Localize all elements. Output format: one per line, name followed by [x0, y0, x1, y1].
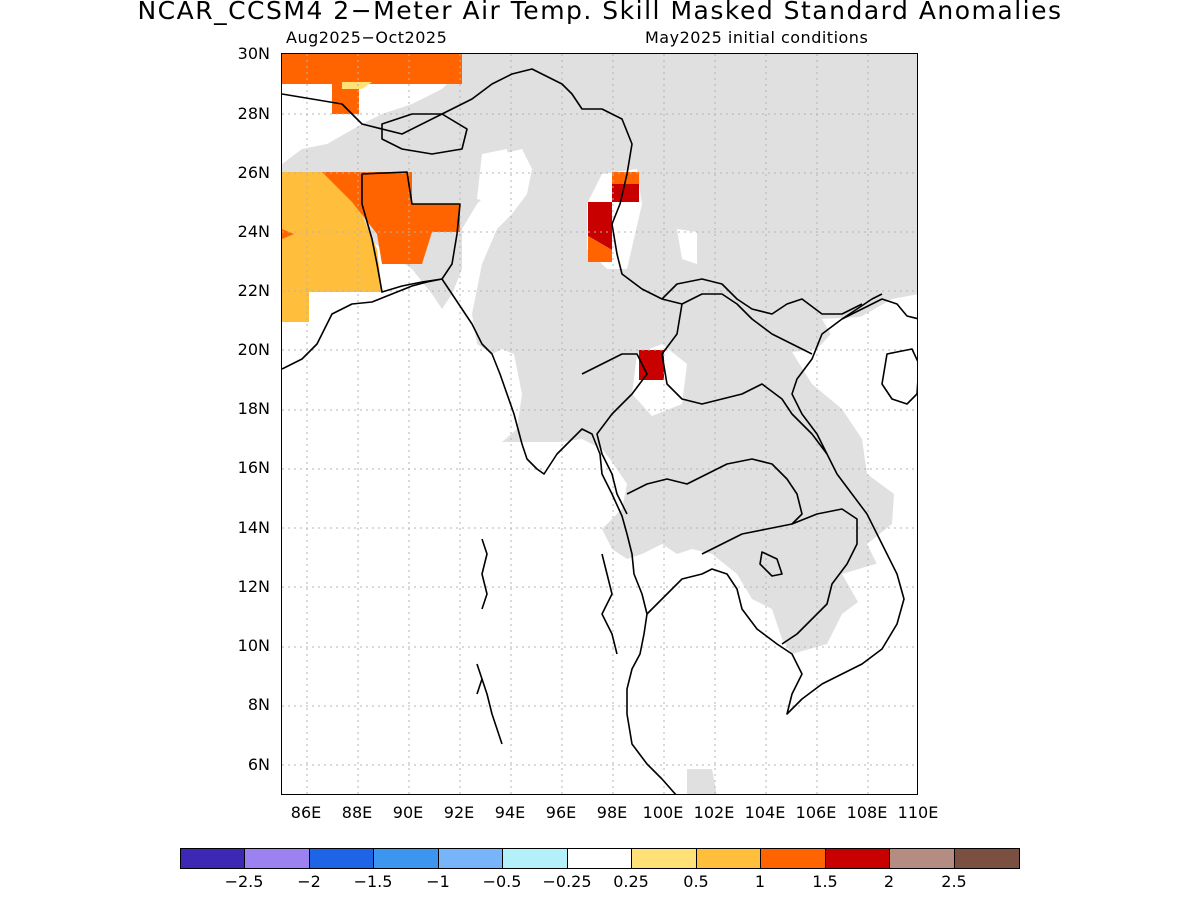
colorbar-cell: [631, 848, 697, 869]
anomaly-region-1.5-bd: [322, 172, 460, 264]
colorbar-label: −2.5: [224, 872, 264, 891]
lat-label-18n: 18N: [237, 399, 270, 418]
masked-region-grey: [282, 54, 917, 654]
anomaly-cell-1.5-edge: [282, 229, 294, 239]
lon-label-100e: 100E: [642, 803, 684, 822]
anomaly-cell-1.5-north: [282, 54, 462, 84]
anomaly-cell-2-yunnan-b: [588, 202, 612, 250]
coast-hainan-tonkin: [841, 293, 883, 320]
mergui-islands: [601, 553, 618, 655]
lat-label-24n: 24N: [237, 222, 270, 241]
coastline-north: [282, 68, 633, 225]
lat-label-16n: 16N: [237, 458, 270, 477]
colorbar-cell: [760, 848, 826, 869]
colorbar-label: −2: [297, 872, 321, 891]
colorbar-label: 1: [754, 872, 766, 891]
mask-hole-5: [822, 295, 917, 354]
lon-label-98e: 98E: [596, 803, 628, 822]
colorbar-label: −0.25: [542, 872, 592, 891]
lon-label-108e: 108E: [846, 803, 888, 822]
lon-label-96e: 96E: [545, 803, 577, 822]
lon-label-102e: 102E: [693, 803, 735, 822]
colorbar-label: 0.5: [683, 872, 709, 891]
border-bangladesh: [361, 171, 461, 293]
colorbar-cell: [696, 848, 762, 869]
tonle-sap: [759, 551, 783, 577]
colorbar-cell: [567, 848, 633, 869]
colorbar-cell: [244, 848, 310, 869]
border-myanmar-east: [611, 223, 813, 355]
anomaly-cell-2-yunnan-a: [612, 184, 639, 202]
map-panel: [281, 53, 918, 795]
colorbar-cell: [373, 848, 439, 869]
anomaly-cell-0.25-north: [342, 82, 372, 89]
initial-conditions-label: May2025 initial conditions: [645, 28, 869, 47]
lon-label-88e: 88E: [341, 803, 373, 822]
lat-label-10n: 10N: [237, 636, 270, 655]
border-thailand-cambodia: [626, 458, 803, 555]
colorbar: [180, 848, 1020, 869]
colorbar-cell: [825, 848, 891, 869]
border-bhutan: [381, 113, 468, 155]
border-china-laos: [661, 278, 863, 315]
colorbar-cell: [954, 848, 1020, 869]
lat-label-26n: 26N: [237, 163, 270, 182]
lon-label-110e: 110E: [897, 803, 939, 822]
colorbar-label: −0.5: [482, 872, 522, 891]
colorbar-label: 2: [883, 872, 895, 891]
colorbar-cell: [502, 848, 568, 869]
graticule: [282, 54, 917, 794]
colorbar-label: −1: [426, 872, 450, 891]
lon-label-92e: 92E: [443, 803, 475, 822]
lon-label-94e: 94E: [494, 803, 526, 822]
lat-label-14n: 14N: [237, 518, 270, 537]
colorbar-cell: [889, 848, 955, 869]
lat-label-6n: 6N: [247, 755, 270, 774]
border-laos: [661, 303, 828, 455]
colorbar-label: 2.5: [941, 872, 967, 891]
lat-label-28n: 28N: [237, 104, 270, 123]
hainan-island: [881, 348, 917, 405]
coastline-gulf-thailand: [646, 298, 917, 715]
colorbar-label: 1.5: [812, 872, 838, 891]
mask-hole-2: [677, 229, 697, 264]
lon-label-86e: 86E: [290, 803, 322, 822]
lat-label-8n: 8N: [247, 695, 270, 714]
masked-region-grey-south: [687, 769, 717, 794]
andaman-islands-south: [476, 663, 483, 695]
anomaly-region-1.0: [282, 172, 382, 322]
border-thailand-west: [581, 353, 648, 515]
mask-hole-6: [842, 559, 892, 609]
anomaly-map: [282, 54, 917, 794]
map-title: NCAR_CCSM4 2−Meter Air Temp. Skill Maske…: [137, 0, 1063, 25]
border-cambodia-vietnam: [781, 508, 858, 645]
coastlines-borders: [282, 68, 917, 794]
lon-label-106e: 106E: [795, 803, 837, 822]
colorbar-cell: [180, 848, 246, 869]
period-label: Aug2025−Oct2025: [286, 28, 448, 47]
nicobar-islands: [481, 678, 503, 745]
lat-label-22n: 22N: [237, 281, 270, 300]
colorbar-label: −1.5: [353, 872, 393, 891]
colorbar-cell: [438, 848, 504, 869]
lon-label-90e: 90E: [392, 803, 424, 822]
lat-label-30n: 30N: [237, 44, 270, 63]
colorbar-cell: [309, 848, 375, 869]
lat-label-20n: 20N: [237, 340, 270, 359]
anomaly-cell-1.5-yunnan-c: [588, 236, 612, 262]
andaman-islands-north: [481, 538, 488, 610]
lat-label-12n: 12N: [237, 577, 270, 596]
lon-label-104e: 104E: [744, 803, 786, 822]
mask-hole-4: [477, 149, 512, 204]
colorbar-label: 0.25: [613, 872, 649, 891]
coastline-india-bd: [282, 278, 677, 794]
